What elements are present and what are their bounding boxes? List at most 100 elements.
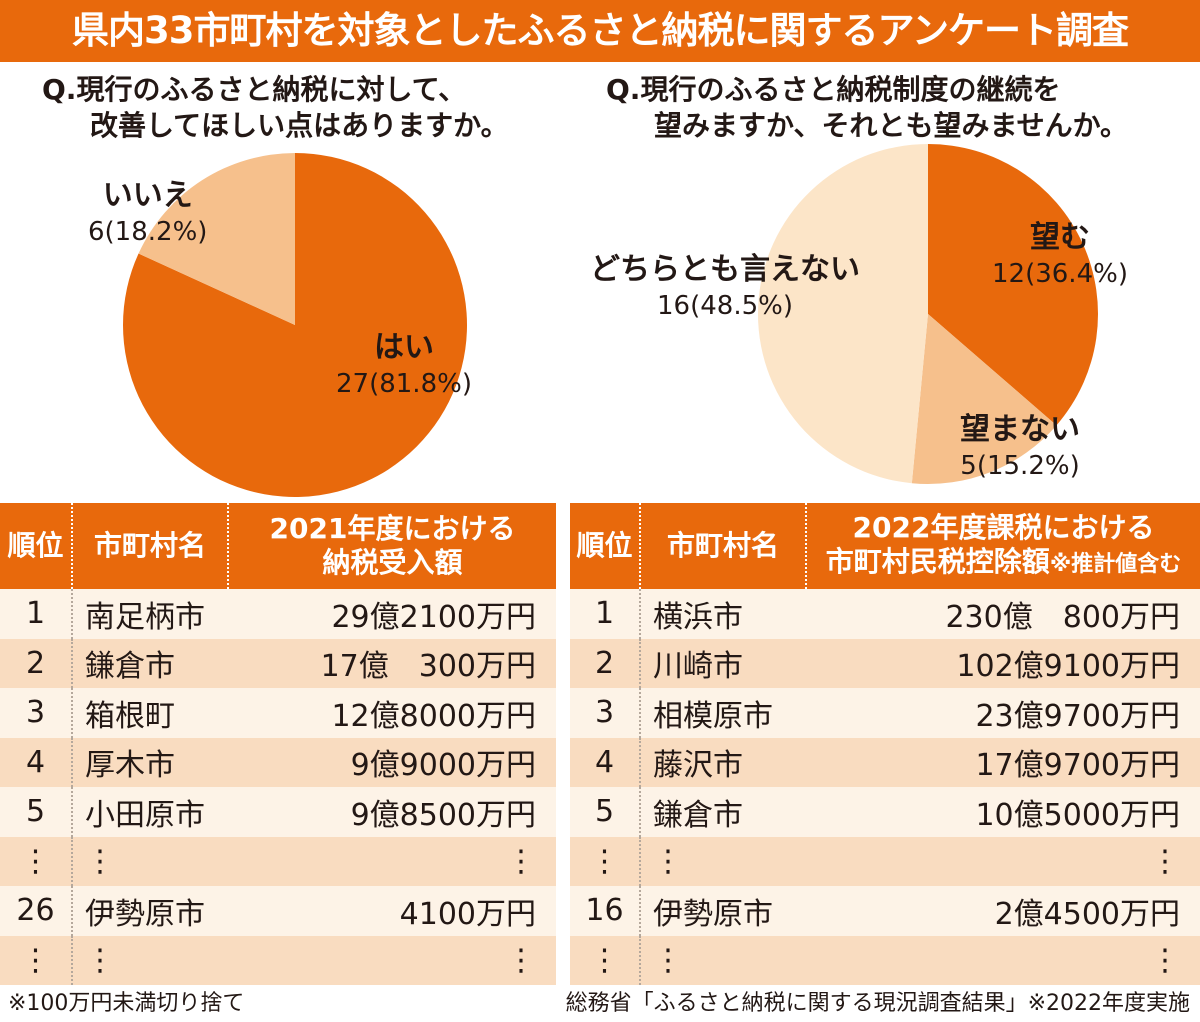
rank-cell: ⋮: [0, 836, 72, 886]
slice-name: 望まない: [960, 412, 1080, 447]
table-row: 1 横浜市 230億 800万円: [570, 589, 1200, 639]
pie-chart-continuation: [757, 144, 1098, 484]
name-cell: 厚木市: [71, 737, 228, 787]
rank-cell: 4: [0, 737, 72, 787]
header-amount-line-2: 納税受入額: [322, 546, 463, 579]
pie-chart-improvement: [123, 153, 468, 497]
ranking-table-2022: 順位 市町村名 2022年度課税における 市町村民税控除額※推計値含む 1 横浜市…: [570, 503, 1200, 985]
table-row: 1 南足柄市 29億2100万円: [0, 589, 556, 639]
slice-name: いいえ: [102, 178, 193, 213]
rank-cell: 16: [570, 886, 640, 936]
question-1-line-1: Q.現行のふるさと納税に対して、: [42, 73, 467, 106]
amount-cell: 17億9700万円: [806, 737, 1200, 787]
amount-cell: ⋮: [806, 935, 1200, 985]
slice-value: 16(48.5%): [657, 291, 793, 321]
pie-slice: [138, 153, 295, 325]
slice-label-yes: はい 27(81.8%): [336, 330, 472, 402]
table-row: 3 相模原市 23億9700万円: [570, 688, 1200, 738]
header-amount-note: ※推計値含む: [1049, 551, 1182, 577]
rank-cell: 4: [570, 737, 640, 787]
rank-cell: ⋮: [570, 935, 640, 985]
name-cell: 伊勢原市: [639, 886, 806, 936]
question-1: Q.現行のふるさと納税に対して、 改善してほしい点はありますか。: [42, 72, 509, 144]
slice-label-no: いいえ 6(18.2%): [88, 178, 207, 250]
header-amount-line-1: 2021年度における: [269, 512, 516, 545]
slice-label-not-want: 望まない 5(15.2%): [960, 412, 1080, 484]
table-row: 26 伊勢原市 4100万円: [0, 886, 556, 936]
rank-cell: ⋮: [570, 836, 640, 886]
amount-cell: 2億4500万円: [806, 886, 1200, 936]
slice-value: 12(36.4%): [992, 259, 1128, 289]
rank-cell: 2: [570, 638, 640, 688]
table-row: 3 箱根町 12億8000万円: [0, 688, 556, 738]
amount-cell: ⋮: [228, 935, 556, 985]
table-header-row: 順位 市町村名 2021年度における 納税受入額: [0, 503, 556, 589]
pie-slice: [911, 314, 1057, 484]
pie-slice: [757, 144, 928, 484]
footnote-rounding: ※100万円未満切り捨て: [8, 991, 245, 1016]
name-cell: ⋮: [639, 935, 806, 985]
name-cell: 小田原市: [71, 787, 228, 837]
slice-name: 望む: [1029, 220, 1090, 255]
rank-cell: 5: [570, 787, 640, 837]
amount-cell: 10億5000万円: [806, 787, 1200, 837]
amount-cell: ⋮: [228, 836, 556, 886]
slice-label-undecided: どちらとも言えない 16(48.5%): [590, 252, 860, 324]
table-row: 5 鎌倉市 10億5000万円: [570, 787, 1200, 837]
table-row: 4 藤沢市 17億9700万円: [570, 737, 1200, 787]
table-row: ⋮ ⋮ ⋮: [0, 935, 556, 985]
table-row: ⋮ ⋮ ⋮: [570, 935, 1200, 985]
header-amount: 2021年度における 納税受入額: [227, 503, 556, 589]
table-row: 16 伊勢原市 2億4500万円: [570, 886, 1200, 936]
name-cell: 伊勢原市: [71, 886, 228, 936]
table-row: 2 鎌倉市 17億 300万円: [0, 638, 556, 688]
question-2-line-1: Q.現行のふるさと納税制度の継続を: [606, 73, 1061, 106]
amount-cell: 23億9700万円: [806, 688, 1200, 738]
header-rank: 順位: [570, 503, 640, 589]
page-title: 県内33市町村を対象としたふるさと納税に関するアンケート調査: [0, 0, 1200, 62]
table-row: 2 川崎市 102億9100万円: [570, 638, 1200, 688]
question-1-line-2: 改善してほしい点はありますか。: [90, 109, 509, 142]
amount-cell: 230億 800万円: [806, 589, 1200, 639]
question-2: Q.現行のふるさと納税制度の継続を 望みますか、それとも望みませんか。: [606, 72, 1128, 144]
amount-cell: ⋮: [806, 836, 1200, 886]
amount-cell: 9億8500万円: [228, 787, 556, 837]
name-cell: 箱根町: [71, 688, 228, 738]
slice-name: はい: [373, 330, 434, 365]
rank-cell: 2: [0, 638, 72, 688]
amount-cell: 9億9000万円: [228, 737, 556, 787]
rank-cell: 3: [0, 688, 72, 738]
table-row: 5 小田原市 9億8500万円: [0, 787, 556, 837]
name-cell: 藤沢市: [639, 737, 806, 787]
amount-cell: 17億 300万円: [228, 638, 556, 688]
rank-cell: ⋮: [0, 935, 72, 985]
header-name: 市町村名: [71, 503, 228, 589]
slice-value: 27(81.8%): [336, 369, 472, 399]
amount-cell: 29億2100万円: [228, 589, 556, 639]
header-amount-line-1: 2022年度課税における: [852, 510, 1155, 544]
amount-cell: 102億9100万円: [806, 638, 1200, 688]
slice-value: 5(15.2%): [960, 451, 1080, 481]
name-cell: 鎌倉市: [71, 638, 228, 688]
header-amount: 2022年度課税における 市町村民税控除額※推計値含む: [805, 503, 1200, 589]
name-cell: 鎌倉市: [639, 787, 806, 837]
rank-cell: 1: [570, 589, 640, 639]
table-row: ⋮ ⋮ ⋮: [0, 836, 556, 886]
question-2-line-2: 望みますか、それとも望みませんか。: [654, 109, 1129, 142]
header-rank: 順位: [0, 503, 72, 589]
slice-value: 6(18.2%): [88, 217, 208, 247]
table-header-row: 順位 市町村名 2022年度課税における 市町村民税控除額※推計値含む: [570, 503, 1200, 589]
rank-cell: 26: [0, 886, 72, 936]
amount-cell: 4100万円: [228, 886, 556, 936]
pie-slice: [928, 144, 1098, 426]
rank-cell: 3: [570, 688, 640, 738]
rank-cell: 5: [0, 787, 72, 837]
name-cell: 相模原市: [639, 688, 806, 738]
slice-name: どちらとも言えない: [590, 252, 860, 287]
name-cell: ⋮: [639, 836, 806, 886]
header-amount-line-2: 市町村民税控除額: [825, 544, 1050, 578]
name-cell: ⋮: [71, 935, 228, 985]
name-cell: ⋮: [71, 836, 228, 886]
ranking-table-2021: 順位 市町村名 2021年度における 納税受入額 1 南足柄市 29億2100万円 2…: [0, 503, 556, 985]
header-name: 市町村名: [639, 503, 806, 589]
